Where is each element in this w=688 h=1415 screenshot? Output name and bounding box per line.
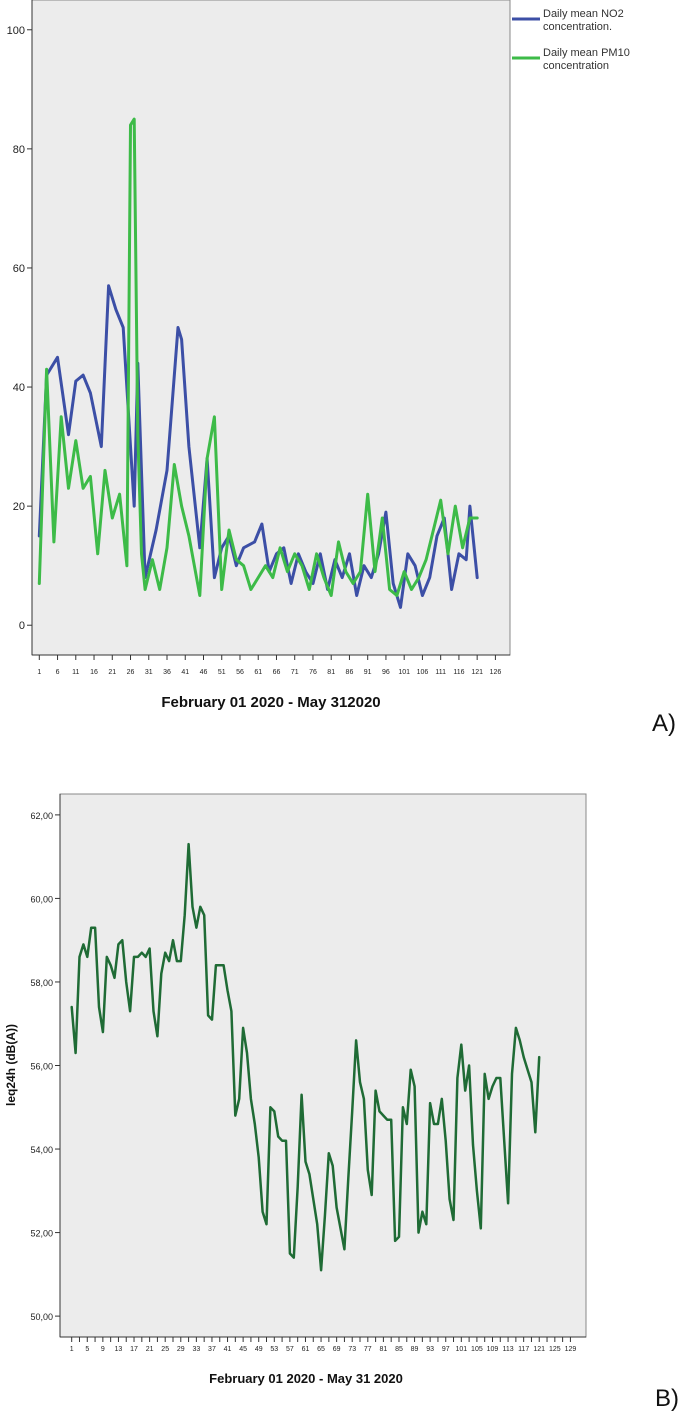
x-tick-label: 29	[177, 1346, 185, 1353]
x-tick-label: 65	[317, 1346, 325, 1353]
y-tick-label: 40	[13, 382, 25, 394]
panel-a-legend: Daily mean NO2 concentration. Daily mean…	[512, 8, 633, 72]
x-tick-label: 117	[518, 1346, 529, 1353]
x-tick-label: 111	[435, 669, 446, 676]
x-tick-label: 25	[161, 1346, 169, 1353]
x-tick-label: 49	[255, 1346, 263, 1353]
x-tick-label: 13	[115, 1346, 123, 1353]
x-tick-label: 86	[346, 669, 354, 676]
x-tick-label: 17	[130, 1346, 138, 1353]
x-tick-label: 81	[379, 1346, 387, 1353]
x-tick-label: 41	[224, 1346, 232, 1353]
x-tick-label: 11	[72, 669, 79, 676]
x-tick-label: 97	[442, 1346, 450, 1353]
x-tick-label: 9	[101, 1346, 105, 1353]
x-tick-label: 41	[181, 669, 189, 676]
x-tick-label: 5	[85, 1346, 89, 1353]
x-tick-label: 91	[364, 669, 372, 676]
x-tick-label: 69	[333, 1346, 341, 1353]
panel-b-series-lines	[70, 842, 541, 1272]
x-tick-label: 56	[236, 669, 244, 676]
panel-a-label: A)	[652, 710, 676, 737]
y-tick-label: 0	[19, 620, 25, 632]
x-tick-label: 33	[192, 1346, 200, 1353]
x-tick-label: 121	[533, 1346, 545, 1353]
x-tick-label: 45	[239, 1346, 247, 1353]
y-tick-label: 52,00	[30, 1229, 53, 1239]
x-tick-label: 89	[411, 1346, 419, 1353]
x-tick-label: 77	[364, 1346, 372, 1353]
y-tick-label: 60	[13, 263, 25, 275]
y-tick-label: 80	[13, 144, 25, 156]
x-tick-label: 101	[398, 669, 410, 676]
y-tick-label: 60,00	[30, 894, 53, 904]
y-tick-label: 62,00	[30, 811, 53, 821]
series-line-pm10	[37, 117, 479, 597]
x-tick-label: 16	[90, 669, 98, 676]
panel-a-plot-background	[31, 0, 511, 656]
x-tick-label: 76	[309, 669, 317, 676]
x-tick-label: 105	[471, 1346, 483, 1353]
x-tick-label: 51	[218, 669, 226, 676]
x-tick-label: 6	[56, 669, 60, 676]
panel-b-y-ticks: 50,00 52,00 54,00 56,00 58,00 60,00 62,00	[30, 811, 60, 1322]
x-tick-label: 31	[145, 669, 153, 676]
x-tick-label: 61	[254, 669, 262, 676]
x-tick-label: 85	[395, 1346, 403, 1353]
x-tick-label: 61	[302, 1346, 310, 1353]
series-line-leq24h	[70, 842, 541, 1272]
x-tick-label: 37	[208, 1346, 216, 1353]
panel-a-series-lines	[37, 117, 479, 609]
x-tick-label: 1	[37, 669, 41, 676]
x-tick-label: 57	[286, 1346, 294, 1353]
panel-b-x-ticks: 1 5 9 13 17 21 25 29 33 37 41 45 49 53 57 61 65 69 73 77 81 8…	[70, 1337, 577, 1353]
legend-label-no2-line2: concentration.	[543, 21, 612, 33]
x-tick-label: 125	[549, 1346, 561, 1353]
x-tick-label: 81	[327, 669, 335, 676]
x-tick-label: 36	[163, 669, 171, 676]
panel-a-y-ticks: 0 20 40 60 80 100	[7, 25, 32, 632]
x-tick-label: 1	[70, 1346, 74, 1353]
y-tick-label: 54,00	[30, 1145, 53, 1155]
x-tick-label: 121	[471, 669, 483, 676]
panel-b-y-axis-label: leq24h (dB(A))	[4, 1024, 18, 1106]
y-tick-label: 56,00	[30, 1062, 53, 1072]
x-tick-label: 73	[348, 1346, 356, 1353]
x-tick-label: 109	[487, 1346, 499, 1353]
panel-b-x-axis-label: February 01 2020 - May 31 2020	[209, 1371, 403, 1386]
x-tick-label: 93	[426, 1346, 434, 1353]
y-tick-label: 50,00	[30, 1312, 53, 1322]
x-tick-label: 26	[127, 669, 135, 676]
x-tick-label: 116	[453, 669, 464, 676]
x-tick-label: 101	[455, 1346, 467, 1353]
y-tick-label: 100	[7, 25, 25, 37]
x-tick-label: 21	[108, 669, 116, 676]
legend-label-pm10: Daily mean PM10 concentration	[543, 47, 633, 72]
legend-label-pm10-line2: concentration	[543, 60, 609, 72]
x-tick-label: 96	[382, 669, 390, 676]
x-tick-label: 106	[417, 669, 429, 676]
y-tick-label: 58,00	[30, 978, 53, 988]
x-tick-label: 21	[146, 1346, 154, 1353]
x-tick-label: 66	[273, 669, 281, 676]
x-tick-label: 129	[565, 1346, 577, 1353]
legend-label-no2-line1: Daily mean NO2	[543, 8, 624, 20]
legend-label-no2: Daily mean NO2 concentration.	[543, 8, 627, 33]
legend-label-pm10-line1: Daily mean PM10	[543, 47, 630, 59]
panel-a-x-axis-label: February 01 2020 - May 312020	[161, 694, 380, 711]
panel-a-x-ticks: 1 6 11 16 21 26 31 36 41 46 51 56 61 66 71 76 81 86 91 96 10…	[37, 655, 501, 676]
y-tick-label: 20	[13, 501, 25, 513]
x-tick-label: 46	[200, 669, 208, 676]
panel-b-label: B)	[655, 1385, 679, 1412]
x-tick-label: 126	[490, 669, 502, 676]
x-tick-label: 113	[502, 1346, 513, 1353]
x-tick-label: 71	[291, 669, 299, 676]
x-tick-label: 53	[270, 1346, 278, 1353]
